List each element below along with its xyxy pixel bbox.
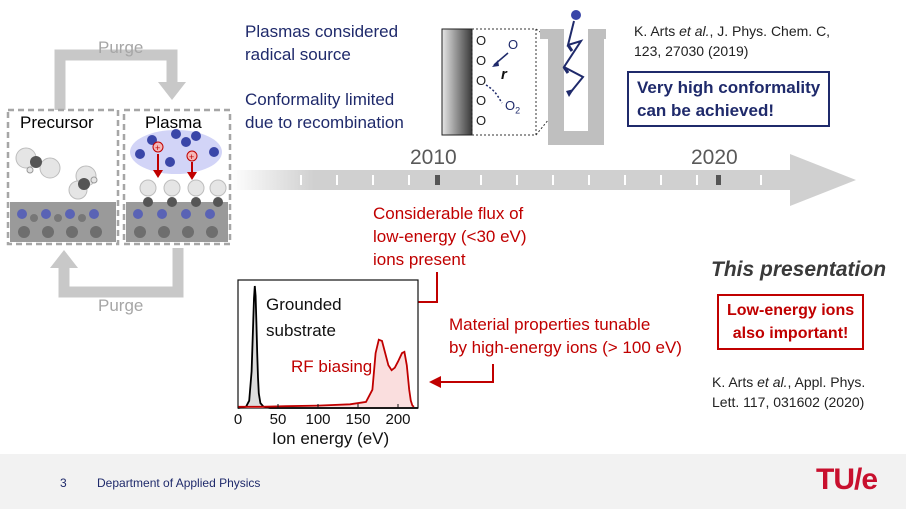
purge-bottom-arrow [58, 248, 184, 298]
radical-path [562, 20, 585, 94]
plasma-surface-atoms [133, 179, 227, 238]
recombination-line-1: Conformality limited [245, 90, 395, 109]
inset-r-label: r [501, 66, 507, 83]
series-line-1 [238, 338, 415, 408]
material-line-1: Material properties tunable [449, 315, 651, 334]
material-pointer-arrow [429, 364, 494, 388]
citation-2020-line-1: K. Arts et al., Appl. Phys. [712, 372, 865, 392]
year-2020-label: 2020 [691, 146, 738, 169]
material-text: Material properties tunable by high-ener… [449, 313, 682, 359]
svg-text:O: O [476, 33, 486, 48]
ion-energy-chart: 0 50 100 150 200 [234, 279, 419, 428]
radical-line-1: Plasmas considered [245, 22, 399, 41]
precursor-molecule-1 [15, 147, 61, 179]
low-energy-line-2: also important! [732, 325, 849, 342]
footer-bar: 3 Department of Applied Physics TU/e [0, 454, 906, 509]
tick-2010 [435, 175, 440, 185]
citation-2019: K. Arts et al., J. Phys. Chem. C, 123, 2… [634, 21, 830, 61]
svg-text:O: O [476, 93, 486, 108]
grounded-line-1: Grounded [266, 295, 342, 314]
radical-source-text: Plasmas considered radical source [245, 20, 398, 66]
citation-2019-line-1: K. Arts et al., J. Phys. Chem. C, [634, 21, 830, 41]
inset-o2-base: O [505, 98, 516, 113]
trench-top-left [540, 29, 564, 39]
svg-text:+: + [155, 143, 160, 153]
grounded-annotation: Grounded substrate [266, 292, 342, 344]
presentation-title: This presentation [711, 258, 887, 281]
purge-top-label: Purge [98, 38, 144, 57]
chart-xlabel: Ion energy (eV) [272, 429, 390, 448]
series-fill-1 [238, 339, 414, 408]
x-tick-label-100: 100 [305, 411, 330, 428]
material-line-2: by high-energy ions (> 100 eV) [449, 338, 682, 357]
citation-2020-line-2: Lett. 117, 031602 (2020) [712, 394, 865, 410]
precursor-label: Precursor [20, 113, 94, 132]
conformality-line-1: Very high conformality [637, 78, 821, 97]
purge-bottom-label: Purge [98, 296, 144, 315]
grounded-line-2: substrate [266, 321, 336, 340]
trench-top-right [588, 29, 606, 39]
low-energy-line-1: Low-energy ions [727, 302, 855, 319]
flux-line-2: low-energy (<30 eV) [373, 227, 527, 246]
svg-text:+: + [189, 152, 194, 162]
conformality-line-2: can be achieved! [637, 101, 775, 120]
x-tick-label-150: 150 [345, 411, 370, 428]
series-fill-0 [238, 286, 418, 408]
x-tick-label-0: 0 [234, 411, 242, 428]
citation-2020: K. Arts et al., Appl. Phys. Lett. 117, 0… [712, 372, 865, 412]
flux-line-3: ions present [373, 250, 466, 269]
inset-o2-sub: 2 [515, 105, 521, 116]
timeline-arrow [230, 154, 856, 206]
rf-biasing-annotation: RF biasing [291, 357, 373, 376]
citation-2020-author: K. Arts [712, 374, 758, 390]
purge-top-arrow [54, 49, 178, 110]
x-tick-label-50: 50 [270, 411, 287, 428]
precursor-molecule-2 [68, 165, 98, 200]
page-number: 3 [60, 476, 67, 490]
precursor-surface-atoms [17, 209, 102, 238]
svg-text:O: O [476, 113, 486, 128]
x-tick-label-200: 200 [385, 411, 410, 428]
purge-bottom-arrowhead [50, 250, 78, 268]
ald-cycle-diagram: + + [6, 49, 232, 298]
citation-2020-journal: , Appl. Phys. [787, 374, 866, 390]
inset-o-label: O [508, 37, 519, 52]
trench-inset-diagram: OOO OO [441, 10, 606, 145]
trench-bottom [548, 131, 604, 145]
trench-right-wall [588, 29, 604, 145]
citation-2019-line-2: 123, 27030 (2019) [634, 43, 749, 59]
citation-2019-etal: et al. [679, 23, 710, 39]
flux-line-1: Considerable flux of [373, 204, 524, 223]
purge-top-arrowhead [158, 82, 186, 100]
tue-logo: TU/e [816, 463, 878, 496]
department-name: Department of Applied Physics [97, 476, 261, 490]
citation-2020-etal: et al. [757, 374, 788, 390]
recombination-line-2: due to recombination [245, 113, 404, 132]
radical-line-2: radical source [245, 45, 351, 64]
plasma-label: Plasma [145, 113, 202, 132]
svg-text:O: O [476, 53, 486, 68]
low-energy-box: Low-energy ions also important! [717, 294, 865, 350]
trench-left-wall [548, 29, 564, 145]
svg-text:O: O [476, 73, 486, 88]
wall-slab [441, 28, 473, 136]
inset-o2-label: O2 [505, 98, 520, 116]
flux-text: Considerable flux of low-energy (<30 eV)… [373, 202, 527, 271]
plasma-species: + + [135, 129, 219, 180]
tick-2020 [716, 175, 721, 185]
citation-2019-author: K. Arts [634, 23, 680, 39]
surface-o-atoms: OOO OO [476, 33, 486, 128]
series-line-0 [237, 285, 418, 409]
citation-2019-journal: , J. Phys. Chem. C, [709, 23, 831, 39]
conformality-box: Very high conformality can be achieved! [627, 71, 831, 127]
recombination-text: Conformality limited due to recombinatio… [245, 88, 404, 134]
year-2010-label: 2010 [410, 146, 457, 169]
zoom-window [471, 28, 537, 136]
